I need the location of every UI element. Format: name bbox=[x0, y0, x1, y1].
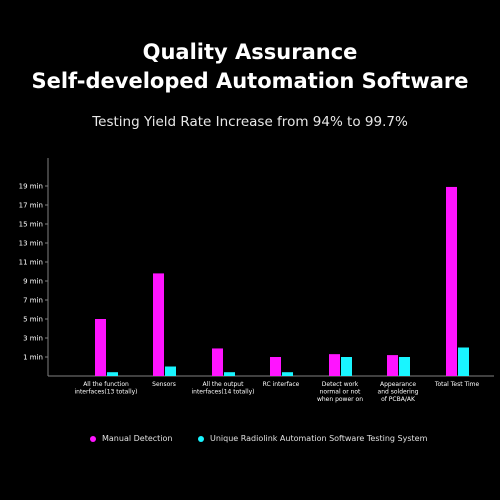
manual-detection-swatch bbox=[90, 435, 96, 442]
y-tick-label: 3 min bbox=[23, 335, 43, 343]
chart-title-line-2: Self-developed Automation Software bbox=[31, 69, 469, 93]
x-category-label: Sensors bbox=[152, 381, 176, 388]
bar-manual-detection bbox=[329, 354, 340, 376]
bar-automation-testing bbox=[458, 347, 469, 376]
legend-item-manual: Manual Detection bbox=[90, 434, 172, 443]
bar-manual-detection bbox=[387, 355, 398, 376]
bar-automation-testing bbox=[165, 366, 176, 376]
y-tick-label: 9 min bbox=[23, 278, 43, 286]
bar-automation-testing bbox=[107, 372, 118, 376]
automation-testing-swatch bbox=[198, 435, 204, 442]
bar-manual-detection bbox=[153, 273, 164, 376]
y-tick-label: 13 min bbox=[19, 240, 43, 248]
bar-manual-detection bbox=[212, 348, 223, 376]
chart-title-line-1: Quality Assurance bbox=[142, 40, 358, 64]
x-category-label: All the output interfaces(14 totally) bbox=[191, 381, 254, 396]
y-tick-label: 15 min bbox=[19, 221, 43, 229]
bar-automation-testing bbox=[399, 357, 410, 376]
x-category-label: Detect work normal or not when power on bbox=[317, 381, 363, 403]
legend-label-automation: Unique Radiolink Automation Software Tes… bbox=[210, 434, 428, 443]
x-category-label: Total Test Time bbox=[434, 381, 480, 388]
legend-item-automation: Unique Radiolink Automation Software Tes… bbox=[198, 434, 427, 443]
bar-automation-testing bbox=[224, 372, 235, 376]
bar-chart: 1 min 3 min 5 min 7 min 9 min 11 min 13 min 15 … bbox=[19, 158, 494, 403]
y-tick-label: 7 min bbox=[23, 297, 43, 305]
y-tick-label: 19 min bbox=[19, 183, 43, 191]
bar-manual-detection bbox=[95, 319, 106, 376]
y-tick-label: 1 min bbox=[23, 354, 43, 362]
x-category-label: RC interface bbox=[263, 381, 300, 388]
y-tick-label: 17 min bbox=[19, 202, 43, 210]
bar-manual-detection bbox=[446, 186, 457, 376]
chart-subtitle: Testing Yield Rate Increase from 94% to … bbox=[92, 114, 408, 130]
y-tick-label: 5 min bbox=[23, 316, 43, 324]
bar-automation-testing bbox=[341, 357, 352, 376]
x-category-label: Appearance and soldering of PCBA/AK bbox=[378, 381, 419, 403]
x-category-label: All the function interfaces(13 totally) bbox=[74, 381, 137, 396]
legend-label-manual: Manual Detection bbox=[102, 434, 173, 443]
bar-manual-detection bbox=[270, 357, 281, 376]
y-tick-label: 11 min bbox=[19, 259, 43, 267]
bar-automation-testing bbox=[282, 372, 293, 376]
